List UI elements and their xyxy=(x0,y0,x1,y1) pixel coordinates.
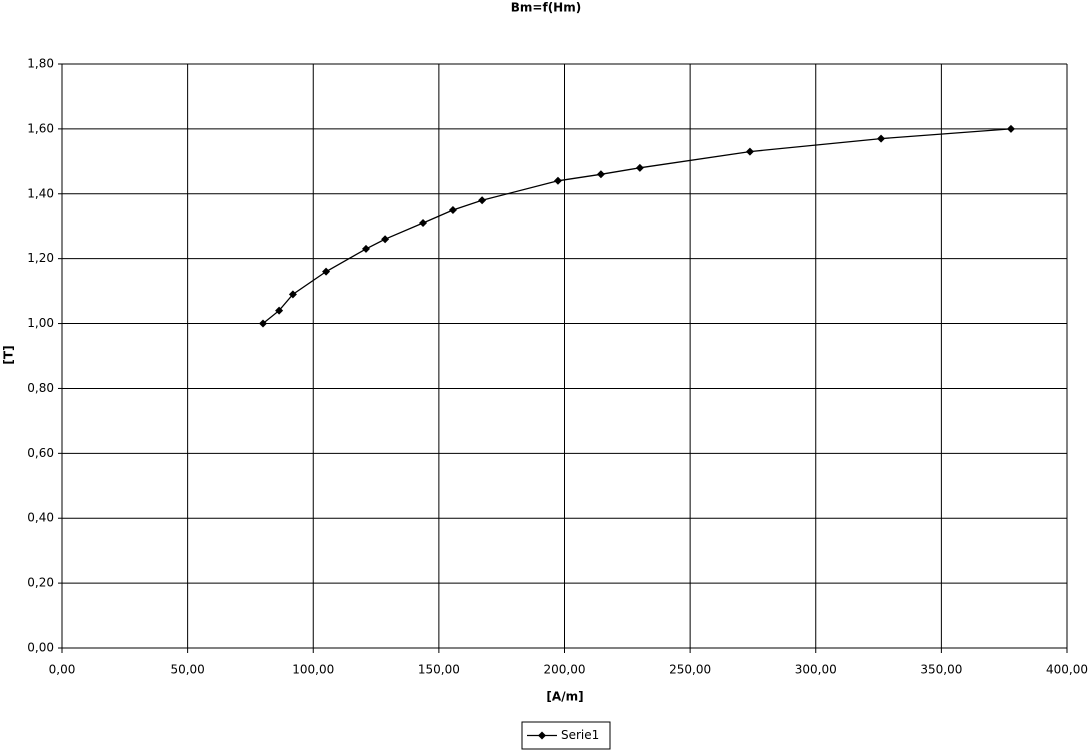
x-tick-label: 400,00 xyxy=(1046,663,1088,677)
y-tick-label: 0,00 xyxy=(27,641,54,655)
chart-title: Bm=f(Hm) xyxy=(511,1,581,15)
y-tick-label: 1,20 xyxy=(27,251,54,265)
x-tick-label: 0,00 xyxy=(49,663,76,677)
data-point xyxy=(448,206,457,214)
y-tick-label: 1,00 xyxy=(27,316,54,330)
y-tick-label: 1,40 xyxy=(27,186,54,200)
data-point xyxy=(877,134,886,143)
x-axis-label: [A/m] xyxy=(546,690,583,704)
data-point xyxy=(635,163,644,172)
x-tick-label: 150,00 xyxy=(418,663,460,677)
data-point xyxy=(275,306,284,315)
legend-label: Serie1 xyxy=(561,728,599,742)
data-point xyxy=(362,244,371,253)
y-tick-label: 0,40 xyxy=(27,511,54,525)
y-tick-label: 0,20 xyxy=(27,576,54,590)
x-tick-label: 300,00 xyxy=(795,663,837,677)
data-point xyxy=(553,176,562,185)
data-point xyxy=(322,267,331,276)
data-point xyxy=(381,235,390,244)
x-tick-label: 250,00 xyxy=(669,663,711,677)
data-point xyxy=(419,218,428,227)
data-point xyxy=(745,147,754,156)
series-line xyxy=(262,128,1012,325)
x-tick-label: 200,00 xyxy=(544,663,586,677)
data-point xyxy=(478,196,487,205)
y-tick-label: 1,80 xyxy=(27,57,54,71)
data-point xyxy=(288,290,297,299)
data-point xyxy=(1006,124,1015,133)
y-axis-label: [T] xyxy=(2,345,16,364)
y-tick-label: 0,60 xyxy=(27,446,54,460)
x-tick-label: 100,00 xyxy=(292,663,334,677)
x-tick-label: 350,00 xyxy=(920,663,962,677)
data-point xyxy=(596,170,605,179)
legend-marker xyxy=(538,731,546,740)
y-tick-label: 0,80 xyxy=(27,381,54,395)
x-tick-label: 50,00 xyxy=(170,663,204,677)
data-point xyxy=(259,319,267,328)
y-tick-label: 1,60 xyxy=(27,121,54,135)
